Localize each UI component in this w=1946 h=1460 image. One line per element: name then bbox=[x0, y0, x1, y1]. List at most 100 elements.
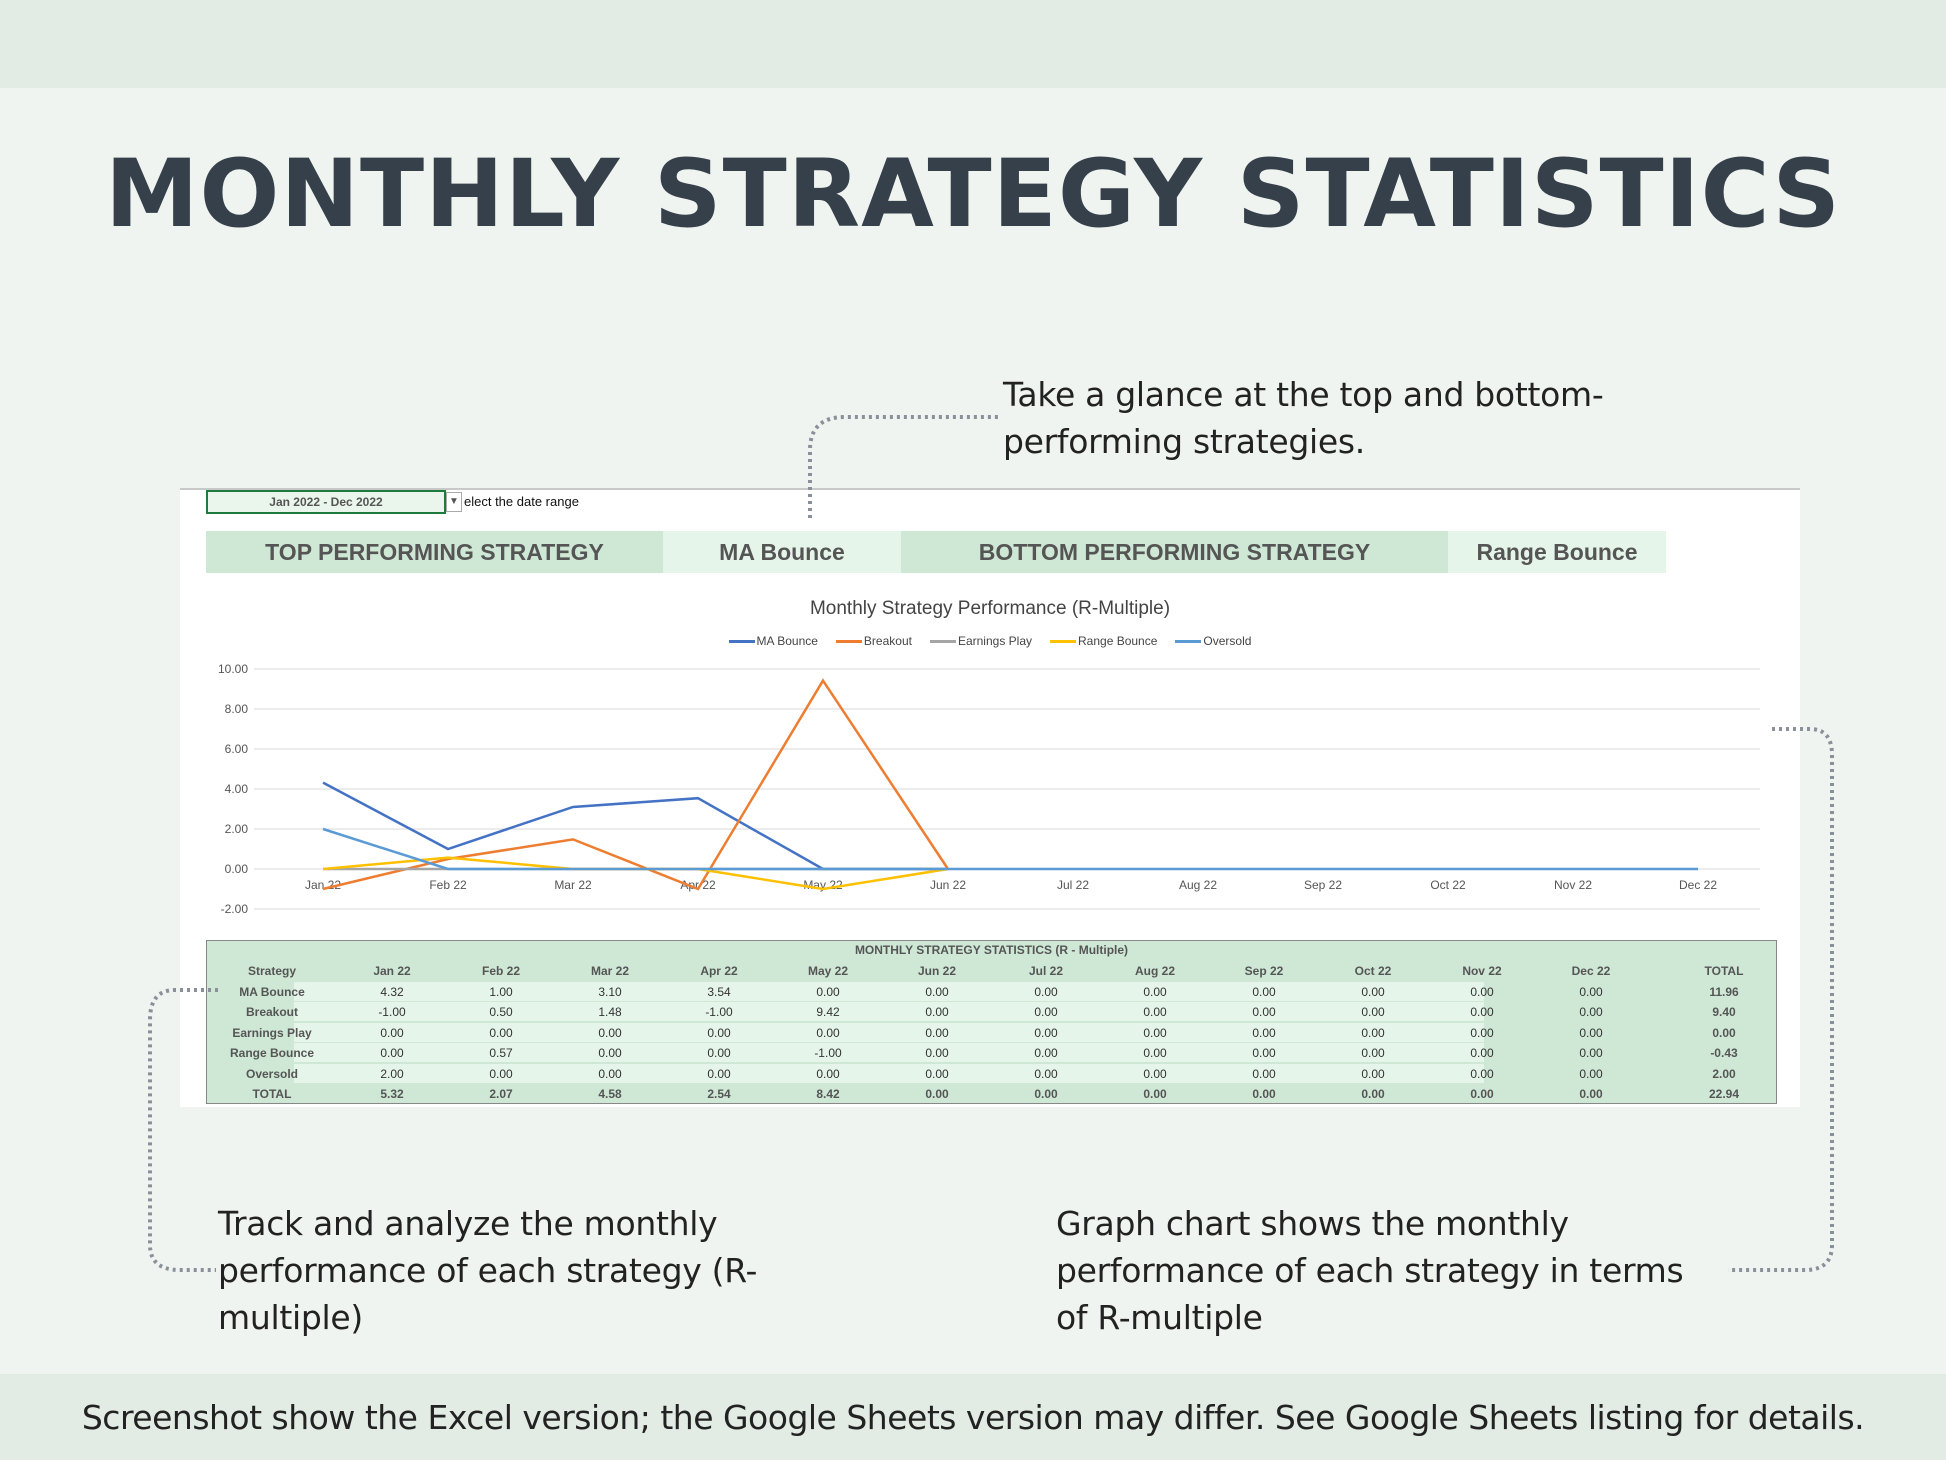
table-cell: 0.00 bbox=[1579, 1005, 1603, 1020]
table-cell: 0.00 bbox=[1252, 1066, 1276, 1081]
table-row: Oversold 2.00 0.00 0.00 0.00 0.00 0.00 0.00 0.00… bbox=[207, 1063, 1776, 1084]
table-cell: Sep 22 bbox=[1244, 964, 1284, 978]
x-tick-label: Jan 22 bbox=[305, 878, 341, 892]
table-cell: 0.00 bbox=[1470, 1025, 1494, 1040]
table-cell: 4.32 bbox=[380, 985, 404, 999]
note-line: performance of each strategy in terms bbox=[1056, 1251, 1684, 1290]
y-tick-label: 2.00 bbox=[225, 822, 249, 836]
legend-item: Oversold bbox=[1175, 634, 1251, 648]
x-tick-label: Aug 22 bbox=[1179, 878, 1217, 892]
table-cell: 0.00 bbox=[707, 1066, 731, 1081]
table-cell: -0.43 bbox=[1710, 1046, 1738, 1061]
table-cell: Mar 22 bbox=[590, 964, 630, 978]
row-background bbox=[294, 1002, 1484, 1022]
y-tick-label: 0.00 bbox=[225, 862, 249, 876]
table-cell: 0.00 bbox=[1579, 1087, 1603, 1101]
x-tick-label: Sep 22 bbox=[1304, 878, 1342, 892]
table-cell: 0.00 bbox=[489, 1025, 513, 1040]
table-cell: 0.00 bbox=[1712, 1025, 1736, 1040]
table-cell: Dec 22 bbox=[1571, 964, 1611, 978]
row-background bbox=[294, 1022, 1484, 1042]
table-cell: 0.00 bbox=[707, 1046, 731, 1061]
table-cell: 0.00 bbox=[1034, 1025, 1058, 1040]
table-cell: 0.00 bbox=[1470, 985, 1494, 999]
row-background bbox=[294, 1063, 1484, 1083]
note-left: Track and analyze the monthly performance… bbox=[218, 1200, 757, 1341]
date-range-hint: elect the date range bbox=[464, 494, 579, 509]
table-cell: 0.00 bbox=[925, 985, 949, 999]
legend-swatch bbox=[1175, 640, 1202, 644]
table-cell: 0.00 bbox=[1034, 1087, 1058, 1101]
table-cell: 0.00 bbox=[707, 1025, 731, 1040]
legend-item: Earnings Play bbox=[929, 634, 1032, 648]
table-row: Earnings Play 0.00 0.00 0.00 0.00 0.00 0.00 0.0… bbox=[207, 1022, 1776, 1043]
table-cell: 0.00 bbox=[1034, 985, 1058, 999]
row-background bbox=[294, 982, 1484, 1001]
x-tick-label: Feb 22 bbox=[429, 878, 467, 892]
row-label: Strategy bbox=[247, 964, 297, 978]
table-cell: 0.00 bbox=[1143, 1005, 1167, 1020]
legend-swatch bbox=[929, 640, 956, 644]
dropdown-arrow-icon[interactable]: ▼ bbox=[446, 492, 462, 512]
table-cell: 0.00 bbox=[598, 1046, 622, 1061]
table-row: Range Bounce 0.00 0.57 0.00 0.00 -1.00 0.00 0.0… bbox=[207, 1043, 1776, 1063]
table-cell: TOTAL bbox=[1704, 964, 1744, 978]
legend-item: MA Bounce bbox=[728, 634, 818, 648]
table-cell: 0.00 bbox=[1034, 1066, 1058, 1081]
bottom-strategy-label: BOTTOM PERFORMING STRATEGY bbox=[901, 531, 1448, 573]
series-line-oversold bbox=[322, 827, 1698, 871]
table-cell: 22.94 bbox=[1708, 1087, 1740, 1101]
table-cell: Apr 22 bbox=[700, 964, 738, 978]
y-tick-label: -2.00 bbox=[221, 902, 249, 916]
x-tick-label: Dec 22 bbox=[1679, 878, 1717, 892]
row-label: TOTAL bbox=[252, 1087, 292, 1101]
table-cell: Oct 22 bbox=[1354, 964, 1392, 978]
note-line: Graph chart shows the monthly bbox=[1056, 1204, 1569, 1243]
table-cell: 0.00 bbox=[1143, 1087, 1167, 1101]
table-cell: 0.00 bbox=[1470, 1066, 1494, 1081]
table-cell: 0.00 bbox=[1579, 1046, 1603, 1061]
legend-swatch bbox=[1050, 640, 1076, 644]
table-cell: 0.00 bbox=[1361, 1087, 1385, 1101]
table-cell: 0.00 bbox=[489, 1066, 513, 1081]
table-cell: 9.40 bbox=[1712, 1005, 1736, 1020]
table-cell: 0.00 bbox=[1252, 985, 1276, 999]
y-tick-label: 10.00 bbox=[218, 662, 248, 676]
table-cell: 0.00 bbox=[1252, 1046, 1276, 1061]
table-cell: 0.00 bbox=[1361, 1025, 1385, 1040]
legend-label: Earnings Play bbox=[957, 634, 1032, 648]
table-cell: 0.00 bbox=[1579, 1066, 1603, 1081]
table-cell: 1.48 bbox=[598, 1005, 622, 1020]
row-label: Breakout bbox=[245, 1005, 298, 1020]
table-cell: 0.00 bbox=[1034, 1005, 1058, 1020]
top-strategy-value: MA Bounce bbox=[663, 531, 901, 573]
note-line: Take a glance at the top and bottom- bbox=[1003, 375, 1604, 414]
x-tick-label: Apr 22 bbox=[680, 878, 716, 892]
note-line: performance of each strategy (R- bbox=[218, 1251, 758, 1290]
date-range-cell[interactable]: Jan 2022 - Dec 2022 bbox=[206, 490, 446, 514]
table-cell: 0.00 bbox=[925, 1025, 949, 1040]
table-cell: 9.42 bbox=[816, 1005, 840, 1020]
table-cell: 0.00 bbox=[380, 1025, 404, 1040]
table-cell: -1.00 bbox=[705, 1005, 733, 1020]
table-cell: 0.00 bbox=[1252, 1005, 1276, 1020]
top-strategy-label: TOP PERFORMING STRATEGY bbox=[206, 531, 663, 573]
table-title: MONTHLY STRATEGY STATISTICS (R - Multipl… bbox=[854, 943, 1129, 957]
note-top: Take a glance at the top and bottom-perf… bbox=[1003, 371, 1604, 465]
legend-label: Range Bounce bbox=[1078, 634, 1158, 648]
table-cell: 0.00 bbox=[1579, 985, 1603, 999]
legend-item: Range Bounce bbox=[1050, 634, 1157, 648]
table-cell: 0.50 bbox=[489, 1005, 513, 1020]
table-cell: 2.00 bbox=[1712, 1066, 1736, 1081]
table-cell: Jun 22 bbox=[917, 964, 956, 978]
table-cell: 0.00 bbox=[1579, 1025, 1603, 1040]
table-cell: 5.32 bbox=[380, 1087, 404, 1101]
row-label: Oversold bbox=[245, 1066, 299, 1081]
chart-title: Monthly Strategy Performance (R-Multiple… bbox=[809, 598, 1171, 619]
table-cell: 0.00 bbox=[925, 1087, 949, 1101]
y-tick-label: 6.00 bbox=[225, 742, 249, 756]
top-band bbox=[0, 0, 1946, 88]
note-right: Graph chart shows the monthly performance… bbox=[1056, 1200, 1684, 1341]
table-cell: Jan 22 bbox=[373, 964, 411, 978]
table-cell: 0.00 bbox=[1034, 1046, 1058, 1061]
